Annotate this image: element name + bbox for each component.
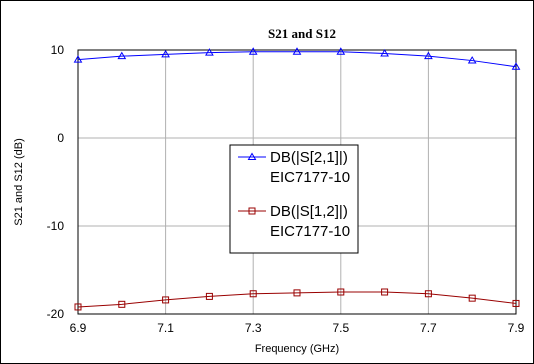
- y-axis-label: S21 and S12 (dB): [13, 138, 25, 225]
- series-lines: [73, 47, 521, 311]
- legend-marker: [247, 152, 257, 160]
- x-tick-label: 7.1: [157, 321, 174, 335]
- legend-series-subname: EIC7177-10: [270, 169, 350, 186]
- data-point-marker: [468, 294, 476, 302]
- data-point-marker: [74, 303, 82, 311]
- data-point-marker: [292, 47, 302, 55]
- data-point-marker: [118, 300, 126, 308]
- legend-series-name: DB(|S[2,1]|): [270, 149, 348, 166]
- legend-entry: DB(|S[2,1]|) EIC7177-10: [238, 149, 350, 186]
- data-point-marker: [424, 290, 432, 298]
- data-point-marker: [248, 47, 258, 55]
- x-tick-label: 7.3: [245, 321, 262, 335]
- data-point-marker: [205, 292, 213, 300]
- x-tick-label: 7.5: [332, 321, 349, 335]
- data-point-marker: [424, 51, 433, 60]
- data-point-marker: [73, 55, 83, 63]
- data-point-marker: [293, 289, 301, 297]
- series-line: [77, 291, 517, 308]
- data-point-marker: [161, 49, 170, 58]
- legend-box: [229, 144, 359, 254]
- x-axis-label: Frequency (GHz): [255, 343, 339, 355]
- data-point-marker: [380, 49, 389, 57]
- data-point-marker: [336, 47, 346, 55]
- data-point-marker: [511, 62, 521, 70]
- data-point-marker: [381, 288, 389, 296]
- series-1: [73, 47, 521, 70]
- x-tick-label: 7.9: [508, 321, 525, 335]
- y-tick-label: 10: [51, 43, 65, 57]
- y-tick-labels: 10 0 -10 -20: [47, 43, 65, 321]
- series-2: [74, 288, 520, 311]
- data-point-marker: [117, 51, 127, 60]
- series-line: [77, 51, 517, 68]
- data-point-marker: [249, 290, 257, 298]
- plot-area-frame: [77, 49, 517, 315]
- legend-items: DB(|S[2,1]|) EIC7177-10 DB(|S[1,2]|) EIC717…: [238, 149, 350, 240]
- x-tick-label: 6.9: [70, 321, 87, 335]
- data-point-marker: [467, 56, 477, 64]
- data-point-marker: [337, 288, 345, 296]
- y-tick-label: -20: [47, 307, 65, 321]
- data-point-marker: [205, 48, 214, 56]
- legend: DB(|S[2,1]|) EIC7177-10 DB(|S[1,2]|) EIC717…: [229, 144, 359, 254]
- legend-series-name: DB(|S[1,2]|): [270, 203, 348, 220]
- legend-entry: DB(|S[1,2]|) EIC7177-10: [238, 203, 350, 240]
- x-tick-label: 7.7: [420, 321, 437, 335]
- data-point-marker: [162, 296, 170, 304]
- x-tick-labels: 6.9 7.1 7.3 7.5 7.7 7.9: [70, 321, 525, 335]
- y-tick-label: -10: [47, 219, 65, 233]
- data-point-marker: [512, 299, 520, 307]
- chart-title: S21 and S12: [268, 26, 336, 41]
- legend-marker: [248, 207, 256, 215]
- y-tick-label: 0: [57, 131, 64, 145]
- legend-series-subname: EIC7177-10: [270, 223, 350, 240]
